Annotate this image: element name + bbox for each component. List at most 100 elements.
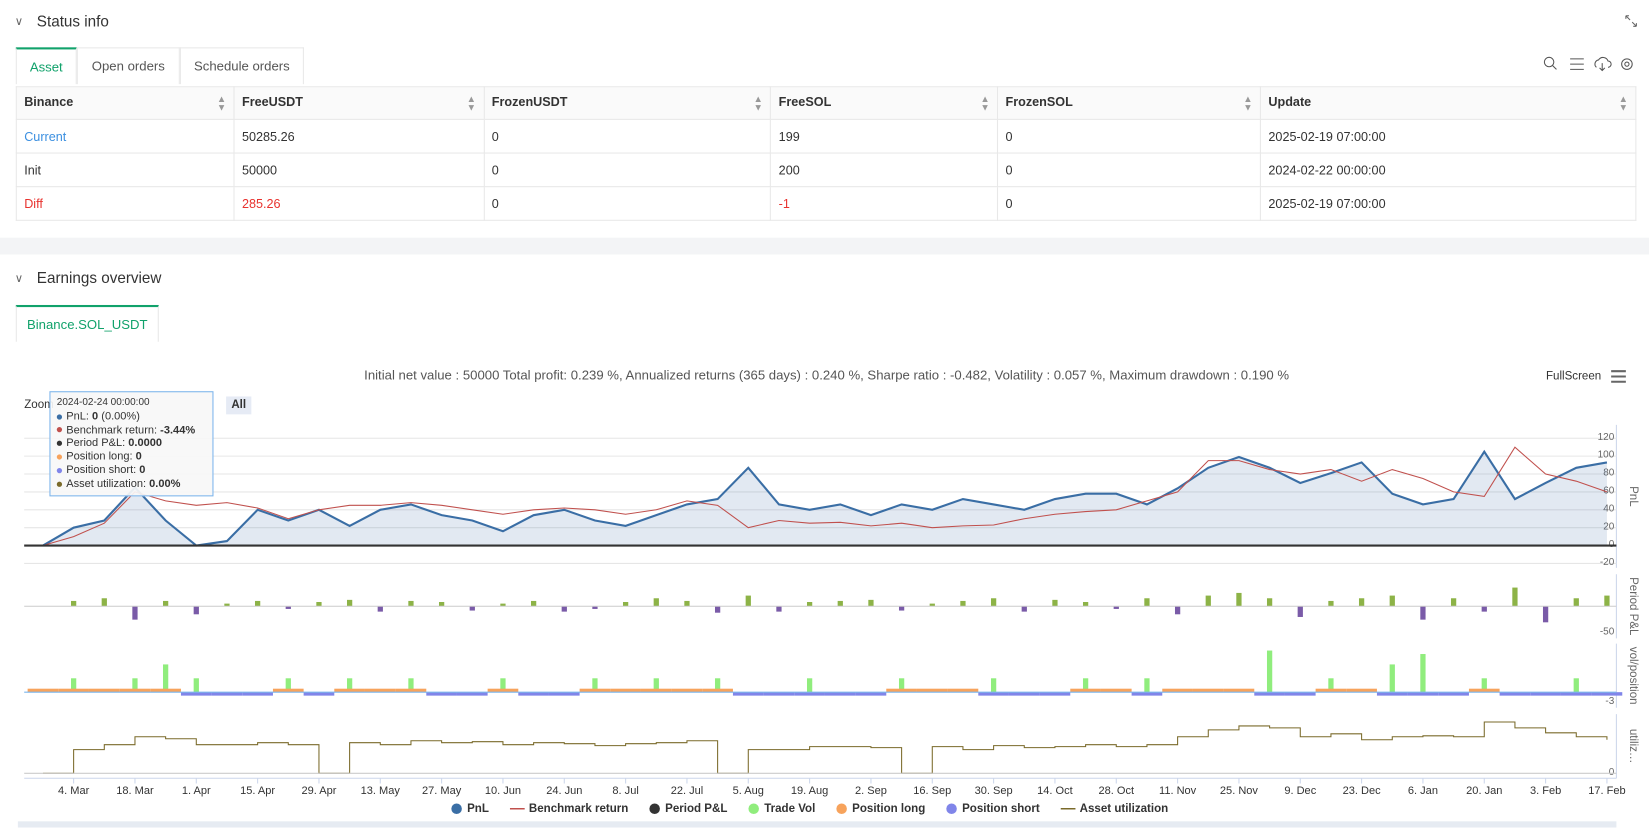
bar [193, 678, 199, 693]
legend-label[interactable]: Position long [852, 803, 925, 815]
legend-marker [836, 803, 847, 814]
position-band [916, 688, 948, 693]
tooltip: 2024-02-24 00:00:00 PnL: 0 (0.00%) Benchma… [49, 391, 214, 497]
column-header[interactable]: FreeUSDT ▲ ▼ [233, 86, 485, 120]
bar [70, 678, 77, 693]
tooltip-row: Position long: 0 [56, 450, 206, 463]
section-title: Earnings overview [36, 270, 162, 288]
bar [929, 603, 935, 607]
bar [193, 606, 199, 615]
summary: Initial net value : 50000 Total profit: … [364, 368, 1290, 383]
position-band [1407, 692, 1439, 696]
x-tick-label: 16. Sep [913, 785, 951, 797]
table-cell: 50000 [233, 152, 485, 188]
column-header[interactable]: FrozenUSDT ▲ ▼ [483, 86, 772, 120]
legend-label[interactable]: Period P&L [665, 803, 727, 815]
legend-label[interactable]: Benchmark return [529, 803, 628, 815]
position-band [1192, 688, 1224, 693]
position-band [1499, 692, 1531, 696]
tooltip-value: 0 [92, 409, 99, 423]
position-band [855, 692, 887, 696]
bar [285, 606, 291, 609]
table-cell: 0 [997, 186, 1262, 221]
bar [1328, 600, 1334, 607]
x-tick-label: 10. Jun [485, 785, 521, 797]
bar [101, 598, 107, 607]
bar [1389, 595, 1395, 607]
zoom-button[interactable]: All [226, 396, 252, 415]
tooltip-row: Period P&L: 0.0000 [56, 437, 206, 450]
bar [745, 595, 751, 607]
step-line [42, 721, 1608, 774]
y-tick-label: -3 [1605, 696, 1614, 707]
position-band [58, 688, 89, 693]
line [42, 449, 1608, 547]
table-row: Init 50000 0 200 0 2024-02-22 00:00:00 [15, 152, 1637, 188]
legend-label[interactable]: Trade Vol [764, 803, 815, 815]
fullscreen-button[interactable]: FullScreen [1545, 370, 1602, 383]
tooltip-date: 2024-02-24 00:00:00 [56, 396, 150, 409]
bar [776, 606, 782, 612]
position-band [272, 688, 304, 693]
sort-icon: ▲ ▼ [753, 93, 763, 113]
tooltip-row: PnL: 0 (0.00%) [56, 409, 206, 423]
bar [1420, 654, 1426, 693]
legend-label[interactable]: Asset utilization [1080, 803, 1169, 815]
table-cell: 50285.26 [233, 118, 485, 154]
y-tick-label: 0 [1609, 767, 1615, 778]
tab[interactable]: Binance.SOL_USDT [15, 304, 159, 342]
bar [132, 678, 138, 693]
tooltip-dot [56, 413, 63, 420]
bar [714, 678, 721, 693]
x-tick-label: 28. Oct [1098, 785, 1134, 797]
x-tick-label: 24. Jun [546, 785, 582, 797]
position-band [487, 688, 519, 693]
position-band [518, 692, 549, 696]
bar [592, 606, 598, 609]
tab[interactable]: Asset [15, 47, 77, 85]
bar [1205, 595, 1211, 607]
position-band [1008, 692, 1040, 696]
bar [285, 678, 291, 693]
tab[interactable]: Schedule orders [179, 47, 304, 85]
bar [530, 600, 537, 607]
position-band [671, 688, 703, 693]
legend-label[interactable]: Position short [962, 803, 1040, 815]
legend-label[interactable]: PnL [467, 803, 489, 815]
column-header[interactable]: Binance ▲ ▼ [15, 86, 235, 120]
bar [1052, 599, 1058, 607]
collapse-icon[interactable]: ∨ [14, 272, 24, 285]
position-band [426, 692, 457, 696]
bar [1174, 606, 1181, 615]
menu-icon[interactable] [1610, 369, 1627, 384]
x-tick-label: 25. Nov [1220, 785, 1259, 797]
tooltip-label: Position long: [66, 450, 136, 463]
position-band [456, 692, 488, 696]
tab[interactable]: Open orders [76, 47, 180, 85]
table-cell: Diff [15, 186, 235, 221]
collapse-icon[interactable]: ∨ [14, 15, 24, 29]
bar [837, 600, 843, 607]
position-band [640, 688, 672, 693]
toolbar-icons[interactable] [1542, 56, 1639, 73]
header-text: FrozenUSDT [491, 94, 568, 110]
axis-title: Period P&L [1627, 577, 1639, 636]
bar [1481, 678, 1487, 693]
position-band [702, 688, 733, 693]
bar [653, 678, 659, 693]
table-cell: 0 [483, 152, 772, 188]
bar [1542, 606, 1549, 623]
bar [1266, 598, 1273, 607]
expand-icon[interactable] [1625, 15, 1638, 28]
zoom-label: Zoom [24, 398, 54, 412]
position-band [1560, 692, 1592, 696]
x-tick-label: 19. Aug [791, 785, 828, 797]
navigator[interactable] [17, 821, 1617, 828]
tooltip-label: Position short: [66, 463, 140, 477]
sort-icon: ▲ ▼ [216, 93, 227, 113]
header-text: FrozenSOL [1005, 94, 1073, 110]
header-text: FreeUSDT [241, 94, 303, 110]
x-tick-label: 17. Feb [1588, 785, 1625, 797]
column-header[interactable]: FreeSOL ▲ ▼ [770, 86, 999, 120]
